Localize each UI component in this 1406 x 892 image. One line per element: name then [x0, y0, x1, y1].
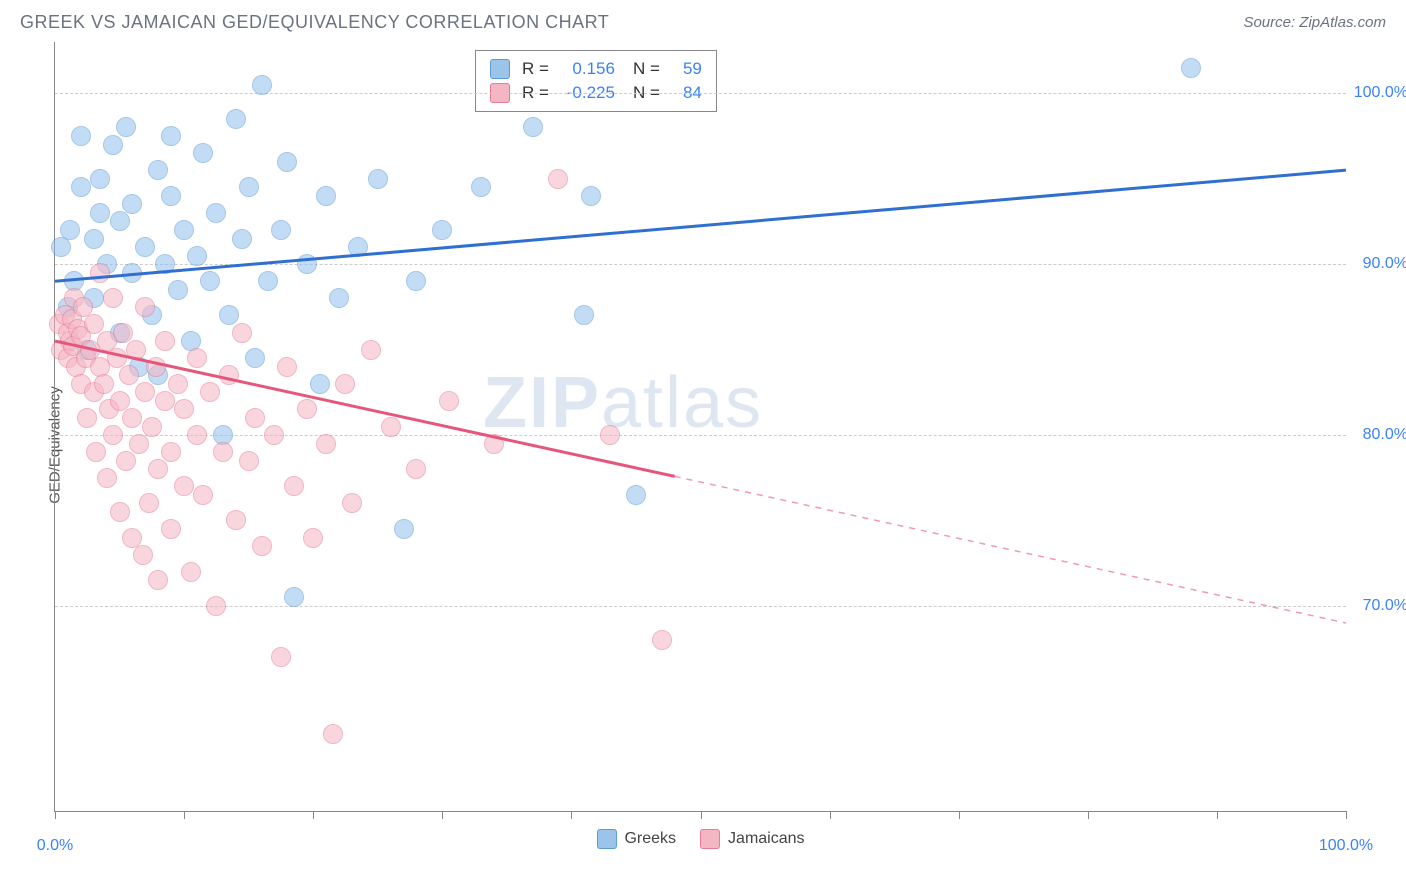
- x-tick: [830, 811, 831, 819]
- legend-label-greeks: Greeks: [624, 830, 676, 848]
- x-tick: [313, 811, 314, 819]
- trend-line-dashed-jamaicans: [675, 476, 1346, 623]
- x-tick: [55, 811, 56, 819]
- x-tick: [959, 811, 960, 819]
- plot-area: ZIPatlas R = 0.156 N = 59 R = -0.225 N =…: [54, 42, 1346, 812]
- trend-line-greeks: [55, 170, 1346, 281]
- chart-container: GED/Equivalency ZIPatlas R = 0.156 N = 5…: [20, 42, 1386, 848]
- x-tick: [571, 811, 572, 819]
- x-tick-label: 100.0%: [1319, 837, 1373, 855]
- y-tick-label: 80.0%: [1352, 426, 1406, 444]
- trend-lines-overlay: [55, 42, 1346, 811]
- x-tick: [1088, 811, 1089, 819]
- x-tick: [701, 811, 702, 819]
- trend-line-jamaicans: [55, 341, 675, 476]
- x-tick: [1346, 811, 1347, 819]
- x-tick: [442, 811, 443, 819]
- x-tick-label: 0.0%: [37, 837, 73, 855]
- x-tick: [184, 811, 185, 819]
- source-attribution: Source: ZipAtlas.com: [1243, 14, 1386, 31]
- x-tick: [1217, 811, 1218, 819]
- legend-item-jamaicans: Jamaicans: [700, 829, 804, 849]
- legend-label-jamaicans: Jamaicans: [728, 830, 804, 848]
- bottom-legend: Greeks Jamaicans: [596, 829, 804, 849]
- y-tick-label: 90.0%: [1352, 255, 1406, 273]
- legend-item-greeks: Greeks: [596, 829, 676, 849]
- legend-swatch-jamaicans-icon: [700, 829, 720, 849]
- y-tick-label: 70.0%: [1352, 597, 1406, 615]
- chart-title: GREEK VS JAMAICAN GED/EQUIVALENCY CORREL…: [20, 12, 609, 33]
- legend-swatch-greeks-icon: [596, 829, 616, 849]
- y-tick-label: 100.0%: [1352, 84, 1406, 102]
